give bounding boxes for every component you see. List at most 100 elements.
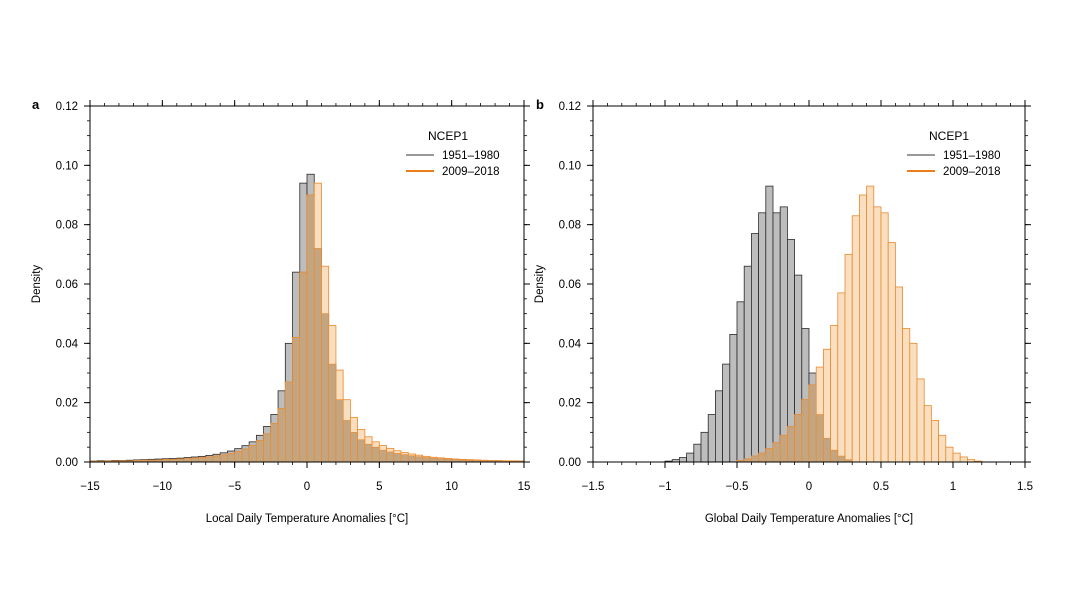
panel-letter: b	[536, 97, 544, 112]
bar-2009-2018	[887, 242, 896, 463]
bar-2009-2018	[873, 206, 882, 463]
bar-overlap	[801, 399, 810, 463]
bar-overlap	[284, 381, 293, 463]
bar-2009-2018	[945, 446, 954, 463]
x-tick-label: 5	[376, 481, 382, 493]
bar-1951-1980	[772, 212, 781, 463]
bar-overlap	[342, 420, 351, 463]
x-tick-label: −0.5	[726, 481, 749, 493]
y-tick-label: 0.04	[559, 338, 582, 350]
y-tick-label: 0.12	[56, 101, 78, 113]
bar-overlap	[386, 451, 395, 463]
y-tick-label: 0.00	[559, 457, 581, 469]
bar-overlap	[190, 457, 199, 463]
legend-label-1951-1980: 1951–1980	[442, 150, 500, 162]
bar-overlap	[758, 452, 767, 463]
bar-overlap	[321, 313, 330, 463]
x-axis-title: Global Daily Temperature Anomalies [°C]	[705, 513, 913, 525]
bar-overlap	[270, 423, 279, 463]
bar-overlap	[357, 439, 366, 463]
axis-tick-labels: −1.5 −1 −0.5 0 0.5 1 1.5 0.00 0.02 0.04 0.06 0.08 0.…	[559, 101, 1033, 493]
bar-1951-1980	[707, 414, 716, 463]
histogram-overlap	[736, 384, 853, 463]
bar-overlap	[212, 455, 221, 463]
legend-title: NCEP1	[929, 129, 969, 143]
bar-overlap	[219, 454, 228, 463]
bar-overlap	[765, 448, 774, 463]
bar-overlap	[306, 194, 315, 463]
x-tick-label: 10	[445, 481, 458, 493]
bar-1951-1980	[700, 431, 709, 463]
bar-2009-2018	[895, 286, 904, 463]
x-tick-label: 0.5	[873, 481, 889, 493]
bar-overlap	[837, 455, 846, 463]
x-tick-label: −10	[153, 481, 173, 493]
x-tick-label: −1.5	[582, 481, 605, 493]
panel-a: a −15 −10 −5 0 5 10 15 0.00 0.02 0.04 0.06 0.08 0.10…	[31, 97, 530, 525]
bar-overlap	[415, 456, 424, 463]
y-tick-label: 0.06	[56, 279, 78, 291]
bar-overlap	[407, 455, 416, 463]
legend-label-2009-2018: 2009–2018	[442, 166, 500, 178]
plot-frame	[592, 105, 1026, 463]
y-axis-title: Density	[534, 265, 546, 304]
legend: NCEP1 1951–1980 2009–2018	[406, 129, 500, 178]
y-tick-label: 0.02	[559, 398, 581, 410]
plot-frame	[89, 105, 525, 463]
bar-overlap	[241, 448, 250, 463]
panel-b: b −1.5 −1 −0.5 0 0.5 1 1.5 0.00 0.02 0.04 0.06 0.08…	[534, 97, 1033, 525]
bar-2009-2018	[923, 405, 932, 463]
bar-1951-1980	[729, 334, 738, 463]
bar-overlap	[313, 248, 322, 463]
x-tick-label: −1	[658, 481, 671, 493]
y-axis-title: Density	[31, 265, 43, 304]
bar-overlap	[256, 440, 264, 463]
bar-1951-1980	[686, 452, 695, 463]
bar-overlap	[248, 445, 257, 463]
bar-overlap	[198, 457, 207, 463]
bar-2009-2018	[866, 185, 875, 463]
bar-1951-1980	[693, 443, 702, 463]
bar-1951-1980	[722, 363, 731, 463]
bar-overlap	[277, 408, 286, 463]
y-tick-label: 0.10	[559, 160, 581, 172]
bar-overlap	[787, 426, 795, 463]
y-tick-label: 0.04	[56, 338, 79, 350]
legend-label-2009-2018: 2009–2018	[943, 166, 1001, 178]
bar-1951-1980	[758, 212, 767, 463]
bar-overlap	[292, 337, 301, 463]
bar-overlap	[364, 443, 373, 463]
bar-2009-2018	[880, 212, 889, 463]
bar-overlap	[823, 437, 831, 463]
y-tick-label: 0.08	[56, 220, 78, 232]
legend: NCEP1 1951–1980 2009–2018	[907, 129, 1001, 178]
x-tick-label: −5	[228, 481, 241, 493]
bar-overlap	[205, 456, 214, 463]
y-tick-label: 0.00	[56, 457, 78, 469]
bar-overlap	[794, 414, 803, 463]
bar-overlap	[751, 455, 759, 463]
y-tick-label: 0.08	[559, 220, 581, 232]
bar-1951-1980	[736, 301, 745, 463]
bar-2009-2018	[916, 378, 925, 463]
bar-1951-1980	[751, 233, 760, 463]
bar-1951-1980	[779, 206, 788, 463]
bar-1951-1980	[679, 457, 688, 463]
bar-overlap	[234, 451, 243, 463]
x-tick-label: 1	[950, 481, 956, 493]
bar-2009-2018	[952, 452, 961, 463]
bar-1951-1980	[743, 265, 752, 463]
bar-2009-2018	[931, 420, 940, 463]
bar-overlap	[393, 453, 402, 463]
legend-label-1951-1980: 1951–1980	[943, 150, 1001, 162]
bar-overlap	[263, 433, 272, 463]
bar-1951-1980	[715, 390, 724, 463]
bar-2009-2018	[902, 328, 911, 463]
panel-letter: a	[32, 97, 40, 112]
bar-2009-2018	[959, 456, 968, 463]
bar-overlap	[422, 457, 431, 463]
bar-overlap	[379, 449, 387, 463]
bar-overlap	[299, 271, 308, 463]
legend-title: NCEP1	[428, 129, 468, 143]
